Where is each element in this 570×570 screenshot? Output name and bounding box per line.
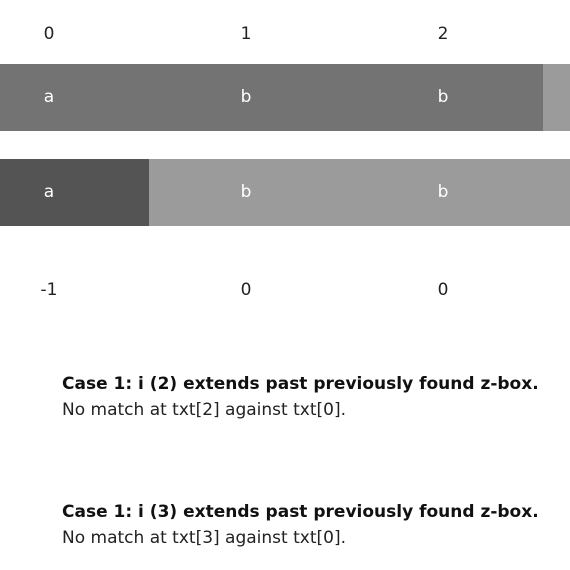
case-description: No match at txt[2] against txt[0]. xyxy=(62,400,346,420)
comparison-char: b xyxy=(240,182,252,202)
text-char: b xyxy=(437,87,449,107)
index-label: 2 xyxy=(437,24,449,44)
z-value: 0 xyxy=(437,280,449,300)
case-block: Case 1: i (2) extends past previously fo… xyxy=(62,372,562,424)
z-values-row: -1 0 0 xyxy=(0,278,570,302)
text-row-main-segment xyxy=(0,64,543,131)
comparison-row: a b b xyxy=(0,159,570,226)
text-char: a xyxy=(43,87,55,107)
z-value: -1 xyxy=(40,280,58,300)
text-char: b xyxy=(240,87,252,107)
case-block: Case 1: i (3) extends past previously fo… xyxy=(62,500,562,552)
text-row-tail-segment xyxy=(543,64,570,131)
index-label: 0 xyxy=(43,24,55,44)
z-value: 0 xyxy=(240,280,252,300)
case-title: Case 1: i (2) extends past previously fo… xyxy=(62,374,539,394)
case-title: Case 1: i (3) extends past previously fo… xyxy=(62,502,539,522)
case-description: No match at txt[3] against txt[0]. xyxy=(62,528,346,548)
comparison-char: a xyxy=(43,182,55,202)
comparison-char: b xyxy=(437,182,449,202)
comparison-rest-segment xyxy=(149,159,570,226)
index-row: 0 1 2 xyxy=(0,22,570,46)
text-row: a b b xyxy=(0,64,570,131)
index-label: 1 xyxy=(240,24,252,44)
comparison-highlight-segment xyxy=(0,159,149,226)
